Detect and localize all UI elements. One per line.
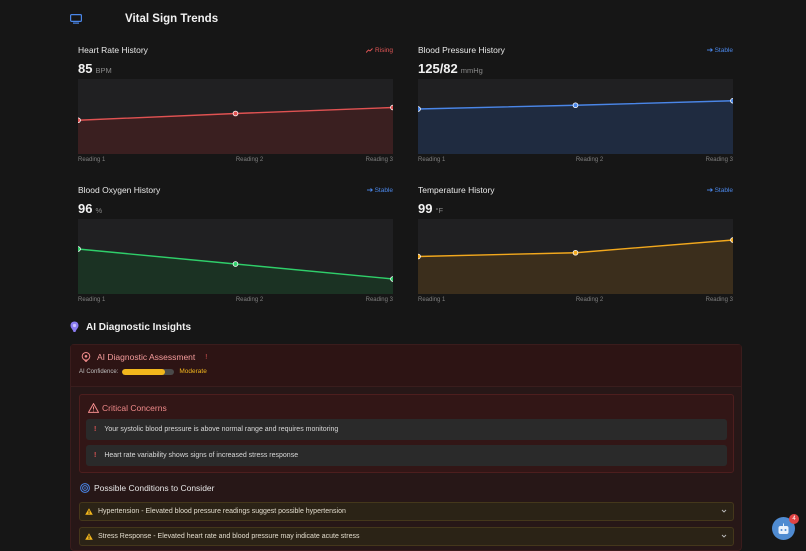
warning-icon [85,508,93,515]
ai-confidence: AI Confidence: Moderate [79,368,207,375]
vital-unit: BPM [95,66,112,75]
ai-assessment-panel: AI Diagnostic Assessment ! AI Confidence… [70,344,742,551]
trending-up-icon [365,47,373,53]
alert-mark: ! [94,452,97,459]
condition-item-stress[interactable]: Stress Response - Elevated heart rate an… [79,527,734,546]
vital-unit: °F [435,206,444,215]
alert-mark: ! [205,353,208,361]
x-label: Reading 2 [235,157,264,163]
robot-icon [778,523,789,534]
vital-value: 99 [418,201,433,216]
blood-pressure-card: Blood Pressure History Stable 125/82 mmH… [418,44,733,163]
card-title: Heart Rate History [78,45,148,55]
x-label: Reading 1 [418,157,446,163]
page-title: Vital Sign Trends [125,13,219,25]
assessment-header: AI Diagnostic Assessment ! AI Confidence… [71,345,741,387]
alert-mark: ! [94,426,97,433]
trend-badge: Stable [706,187,733,194]
trend-badge: Stable [366,187,393,194]
condition-text: Hypertension - Elevated blood pressure r… [98,508,346,515]
assessment-title: AI Diagnostic Assessment [97,352,196,362]
notification-badge: 4 [789,514,799,524]
brain-icon [70,321,79,332]
concern-text: Your systolic blood pressure is above no… [104,426,339,433]
concern-text: Heart rate variability shows signs of in… [104,452,299,459]
x-label: Reading 3 [365,297,393,303]
blood-pressure-chart [418,79,733,154]
confidence-bar [122,368,175,375]
x-label: Reading 2 [235,297,264,303]
brain-icon [81,352,91,362]
critical-title: Critical Concerns [102,403,167,413]
vital-unit: mmHg [460,66,483,75]
card-title: Blood Oxygen History [78,185,161,195]
vital-value: 85 [78,61,93,76]
x-label: Reading 3 [705,157,733,163]
arrow-right-icon [706,48,713,52]
confidence-level: Moderate [179,368,207,375]
warning-icon [88,403,99,413]
arrow-right-icon [366,188,373,192]
chart-area [78,107,393,154]
vital-value: 96 [78,201,93,216]
confidence-label: AI Confidence: [79,368,119,375]
vital-value: 125/82 [418,61,458,76]
ai-insights-header: AI Diagnostic Insights [70,320,191,334]
chevron-down-icon[interactable] [721,533,727,539]
chart-point[interactable] [232,261,239,267]
x-label: Reading 2 [575,297,604,303]
blood-oxygen-chart [78,219,393,294]
x-label: Reading 2 [575,157,604,163]
chevron-down-icon[interactable] [721,508,727,514]
x-label: Reading 1 [418,297,446,303]
blood-oxygen-card: Blood Oxygen History Stable 96 % Reading… [78,184,393,303]
chart-point[interactable] [232,110,239,117]
condition-item-hypertension[interactable]: Hypertension - Elevated blood pressure r… [79,502,734,521]
trend-badge: Rising [365,47,393,54]
card-title: Blood Pressure History [418,45,505,55]
warning-icon [85,533,93,540]
chart-point[interactable] [78,246,81,252]
chart-point[interactable] [730,237,733,243]
temperature-card: Temperature History Stable 99 °F Reading… [418,184,733,303]
chart-point[interactable] [390,104,393,111]
chart-point[interactable] [572,249,579,256]
section-title: AI Diagnostic Insights [86,321,192,333]
x-label: Reading 3 [365,157,393,163]
chart-area [78,249,393,294]
heart-rate-card: Heart Rate History Rising 85 BPM Reading… [78,44,393,163]
chart-point[interactable] [78,117,81,124]
monitor-icon [70,14,82,24]
concern-item: ! Heart rate variability shows signs of … [86,445,727,466]
possible-conditions-header: Possible Conditions to Consider [80,483,214,493]
vital-unit: % [95,206,103,215]
possible-title: Possible Conditions to Consider [94,483,215,493]
chart-point[interactable] [572,102,579,109]
chart-area [418,240,733,294]
assistant-button[interactable]: 4 [772,514,799,540]
trend-badge: Stable [706,47,733,54]
x-label: Reading 1 [78,297,106,303]
chart-area [418,100,733,154]
target-icon [80,483,90,493]
temperature-chart [418,219,733,294]
chart-point[interactable] [418,106,421,112]
arrow-right-icon [706,188,713,192]
condition-text: Stress Response - Elevated heart rate an… [98,533,360,540]
chart-point[interactable] [390,276,393,282]
x-label: Reading 3 [705,297,733,303]
heart-rate-chart [78,79,393,154]
section-header: Vital Sign Trends [70,10,218,28]
chart-point[interactable] [418,253,421,260]
concern-item: ! Your systolic blood pressure is above … [86,419,727,440]
critical-concerns-panel: Critical Concerns ! Your systolic blood … [79,394,734,473]
confidence-fill [122,368,165,375]
chart-point[interactable] [730,97,733,104]
x-label: Reading 1 [78,157,106,163]
card-title: Temperature History [418,185,495,195]
